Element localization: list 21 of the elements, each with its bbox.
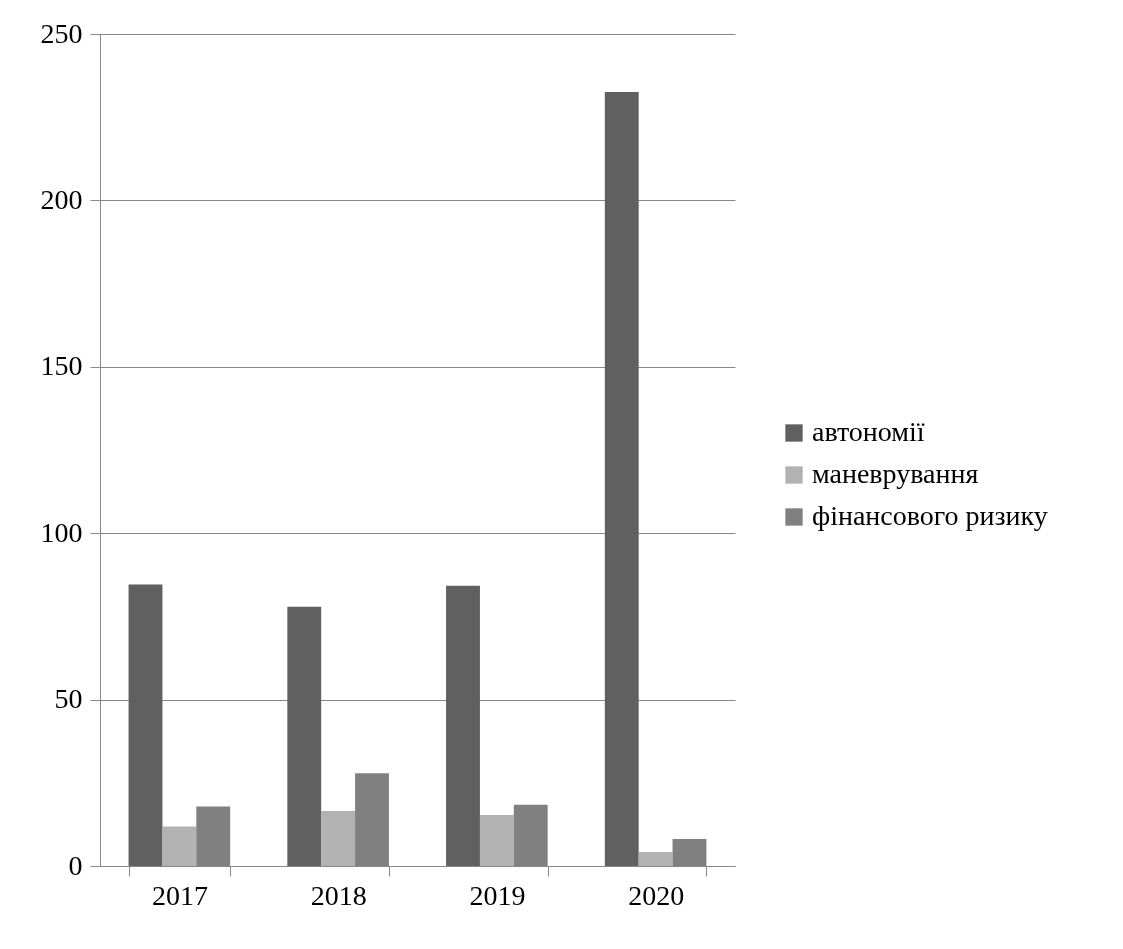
bar xyxy=(479,815,514,866)
bar xyxy=(638,852,673,866)
bar xyxy=(321,811,356,866)
x-tick-label: 2017 xyxy=(151,879,208,911)
legend-label: маневрування xyxy=(812,458,979,489)
y-tick-label: 150 xyxy=(40,350,83,382)
legend-label: фінансового ризику xyxy=(812,500,1048,531)
y-tick-label: 0 xyxy=(68,849,83,881)
legend-label: автономії xyxy=(812,416,925,447)
y-tick-label: 250 xyxy=(40,17,83,49)
y-tick-label: 100 xyxy=(40,516,83,548)
y-tick-label: 50 xyxy=(54,683,83,715)
y-tick-label: 200 xyxy=(40,183,83,215)
x-tick-label: 2019 xyxy=(469,879,526,911)
bar xyxy=(162,826,197,866)
bar xyxy=(128,584,163,866)
x-tick-label: 2020 xyxy=(628,879,685,911)
x-tick-label: 2018 xyxy=(310,879,367,911)
bar xyxy=(604,91,639,866)
bar xyxy=(446,585,480,866)
bar xyxy=(287,606,322,866)
